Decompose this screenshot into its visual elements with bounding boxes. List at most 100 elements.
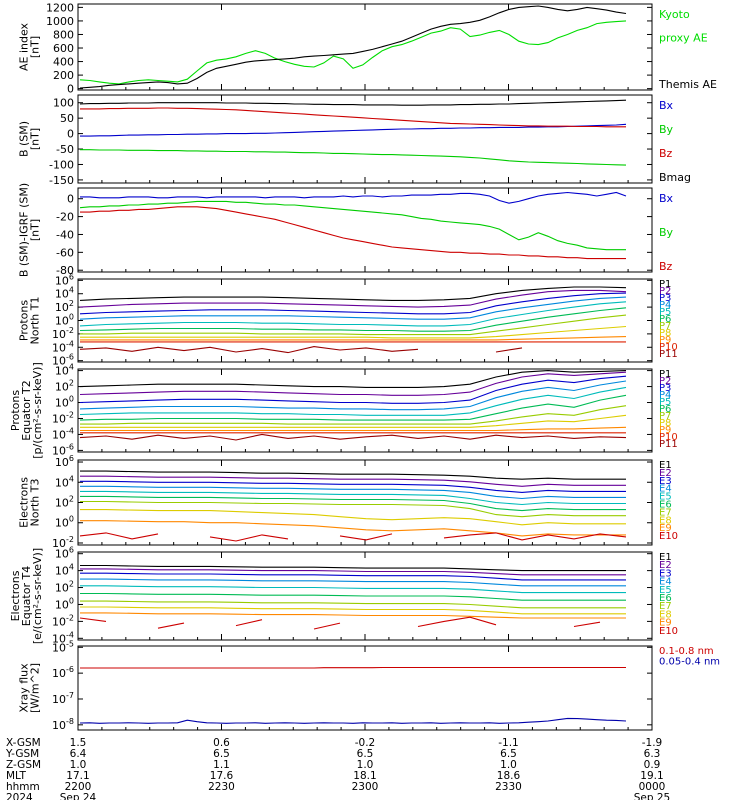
table-cell: 2230: [208, 781, 235, 793]
legend-entry: P6: [659, 314, 671, 325]
series-e6: [80, 592, 626, 601]
y-tick-label: 10-4: [52, 426, 74, 441]
y-tick-label: -150: [49, 174, 74, 187]
y-axis-label: AE index: [18, 22, 31, 71]
y-tick-label: 600: [53, 42, 74, 55]
y-tick-label: 10-2: [52, 535, 74, 550]
legend-entry: E3: [659, 568, 672, 579]
y-tick-label: 10-6: [52, 353, 74, 368]
y-tick-label: 800: [53, 28, 74, 41]
y-tick-label: 10-2: [52, 410, 74, 425]
y-tick-label: 0: [67, 128, 74, 141]
y-axis-label: [nT]: [29, 36, 42, 58]
series-e1: [80, 470, 626, 480]
y-axis-label: [p/(cm²-s-sr-keV)]: [31, 362, 44, 459]
y-tick-label: -50: [56, 143, 74, 156]
series-p6: [79, 394, 627, 421]
series-p11: [79, 433, 627, 441]
y-tick-label: 100: [55, 313, 74, 328]
y-axis-label: [nT]: [29, 128, 42, 150]
legend-entry: E7: [659, 601, 672, 612]
legend-entry: Bx: [659, 192, 674, 205]
legend-entry: P4: [659, 390, 671, 401]
table-cell: 1.1: [213, 759, 230, 771]
series-e8: [80, 509, 626, 526]
legend-entry: proxy AE: [659, 31, 708, 44]
y-axis-label: Protons: [18, 300, 31, 341]
y-tick-label: 10-2: [52, 613, 74, 628]
y-tick-label: 10-8: [52, 717, 74, 732]
panel-frame: [77, 187, 653, 273]
y-tick-label: 104: [55, 563, 74, 578]
series-e4: [80, 485, 626, 500]
legend-entry: By: [659, 226, 674, 239]
y-axis-label: [e/(cm²-s-sr-keV)]: [31, 548, 44, 644]
series-p8: [80, 325, 627, 339]
table-cell: 6.3: [644, 748, 661, 760]
legend-entry: P1: [659, 279, 671, 290]
y-tick-label: 106: [55, 454, 74, 469]
y-axis-label: Equator T2: [20, 380, 33, 440]
table-cell: 6.5: [500, 748, 517, 760]
y-axis-label: B (SM): [18, 121, 31, 157]
y-axis-label: Equator T4: [20, 566, 33, 626]
series-p1: [79, 370, 627, 388]
legend-entry: P7: [659, 411, 671, 422]
series-e1: [80, 564, 626, 572]
panel-frame: [77, 3, 653, 91]
y-tick-label: 100: [53, 97, 74, 110]
legend-entry: E7: [659, 507, 672, 518]
panel-bsm: 100 50 0 -50 -100 -150 B (SM)[nT] Bx By Bz Bmag: [18, 94, 691, 187]
series-p2: [79, 289, 627, 308]
legend-entry: E10: [659, 531, 678, 542]
legend-entry: P3: [659, 293, 671, 304]
legend-entry: Bmag: [659, 171, 691, 184]
legend-entry: E5: [659, 585, 672, 596]
legend-entry: P11: [659, 439, 678, 450]
legend-entry: P11: [659, 349, 678, 360]
y-tick-label: 10-7: [52, 691, 74, 706]
legend-entry: P2: [659, 376, 671, 387]
series-p7: [80, 314, 627, 336]
table-cell: -0.2: [355, 737, 376, 749]
panel-frame: [77, 645, 653, 731]
legend-entry: E2: [659, 468, 672, 479]
legend-entry: P10: [659, 342, 678, 353]
y-tick-label: 102: [55, 495, 74, 510]
series-p8: [80, 414, 627, 428]
table-cell: Sep 25: [634, 792, 671, 800]
legend-entry: E8: [659, 609, 672, 620]
legend-entry: E1: [659, 460, 672, 471]
series-e2: [80, 568, 626, 576]
series-p11: [79, 346, 523, 354]
legend-entry: P6: [659, 404, 671, 415]
series-e6: [80, 495, 626, 512]
series-e9: [80, 520, 626, 537]
y-tick-label: 102: [55, 580, 74, 595]
y-tick-label: 10-2: [52, 326, 74, 341]
y-axis-label: [W/m^2]: [29, 663, 42, 713]
table-cell: 1.0: [500, 759, 517, 771]
y-tick-label: -40: [56, 228, 74, 241]
series-e2: [80, 475, 626, 487]
legend-entry: E1: [659, 552, 672, 563]
y-axis-label: B (SM)-IGRF (SM): [18, 183, 31, 277]
legend-entry: E9: [659, 618, 672, 629]
series-e8: [80, 606, 626, 615]
series-p4: [79, 380, 627, 411]
panel-bigrf: 0 -20 -40 -60 -80 B (SM)-IGRF (SM)[nT] Bx By Bz: [18, 183, 674, 277]
y-tick-label: 104: [55, 286, 74, 301]
series-bz: [80, 206, 626, 260]
legend-entry: E5: [659, 492, 672, 503]
legend-entry: E8: [659, 515, 672, 526]
table-cell: 6.5: [213, 748, 230, 760]
y-tick-label: 100: [55, 596, 74, 611]
table-cell: 1.5: [70, 737, 87, 749]
position-table: X-GSMY-GSMZ-GSMMLThhmm20241.56.41.017.12…: [5, 737, 670, 800]
legend-entry: E10: [659, 626, 678, 637]
y-tick-label: 100: [55, 515, 74, 530]
table-row-label: X-GSM: [6, 737, 41, 749]
